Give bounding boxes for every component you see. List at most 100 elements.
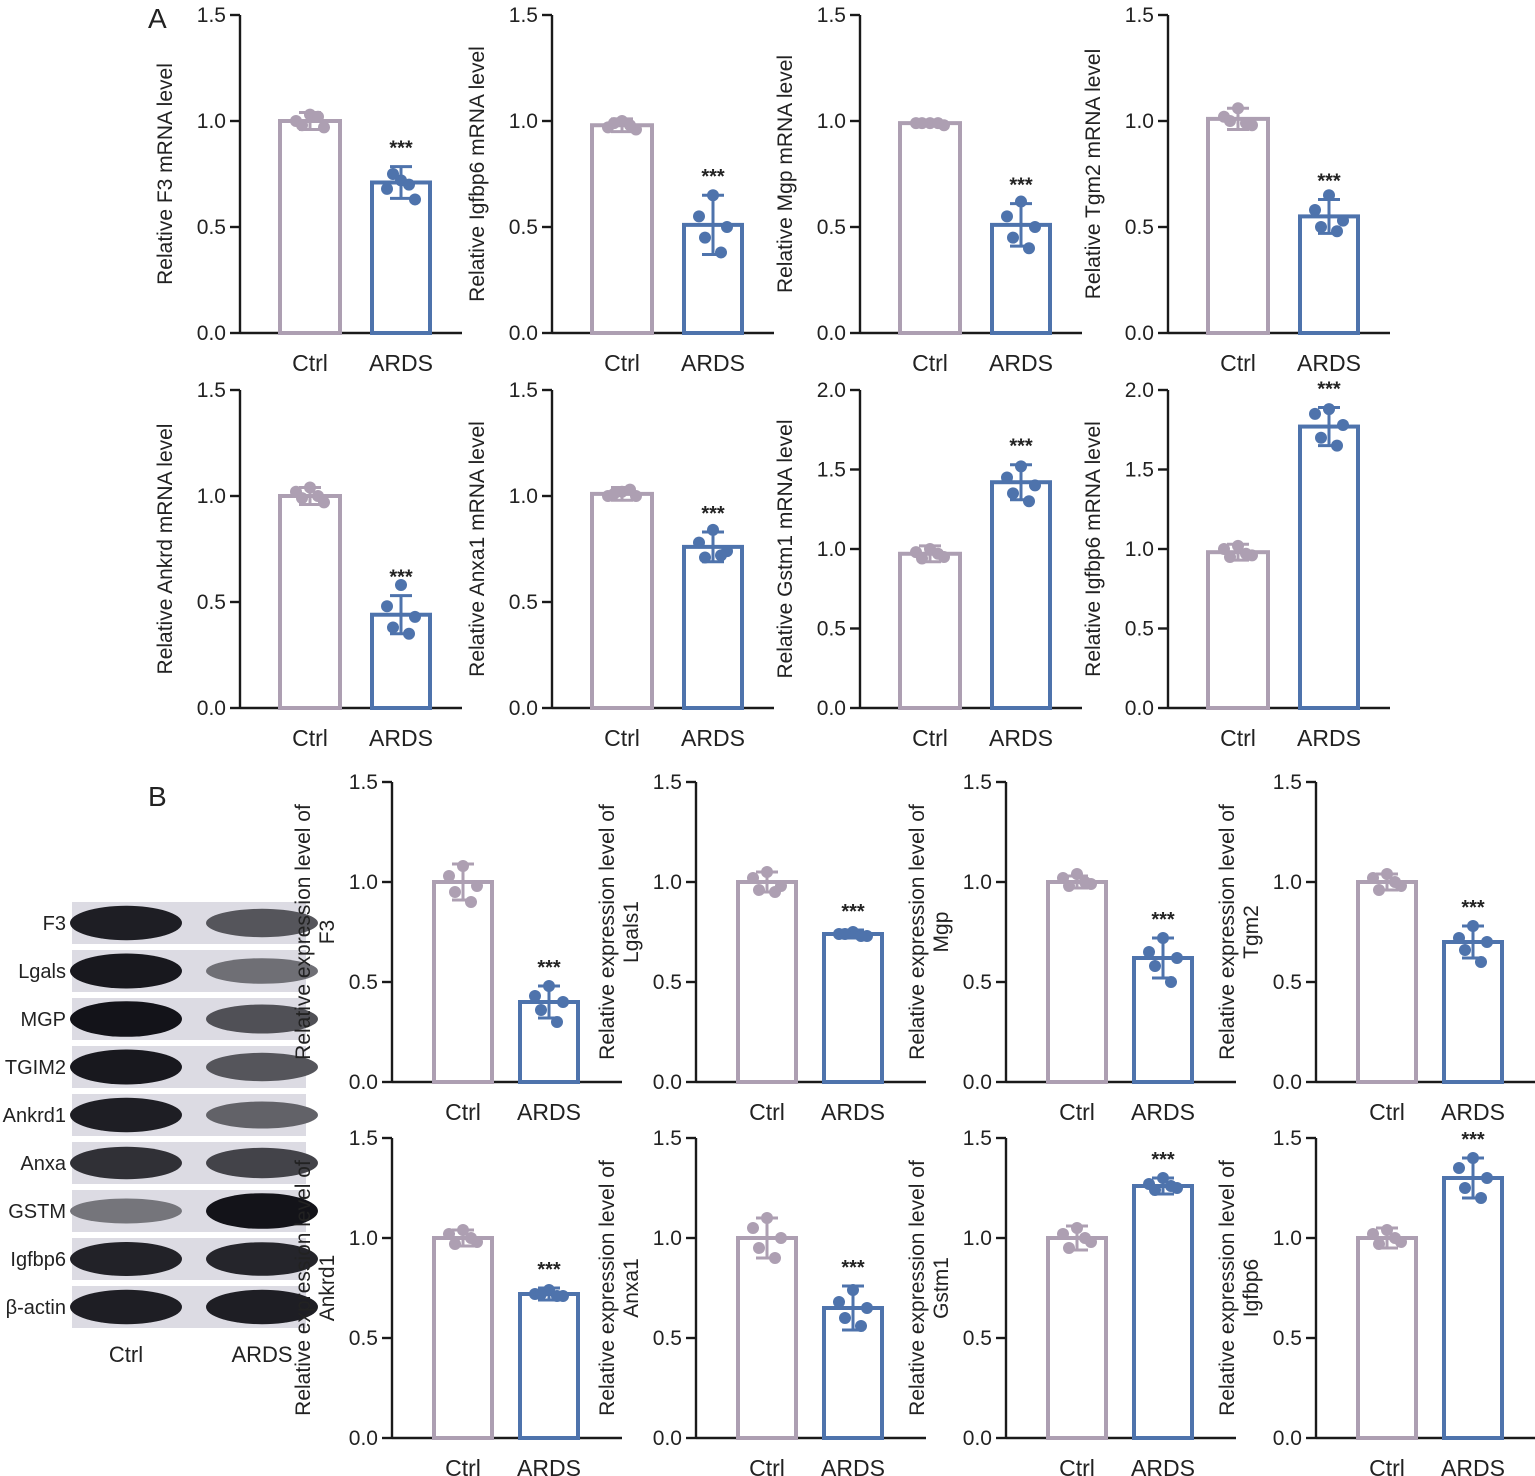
data-point (1232, 539, 1244, 552)
y-tick-label: 1.0 (349, 1227, 378, 1250)
y-tick-label: 0.0 (963, 1427, 992, 1450)
data-point (1475, 1192, 1487, 1204)
data-point (1389, 1232, 1401, 1244)
blot-band (70, 1001, 182, 1037)
data-point (465, 896, 477, 908)
y-tick-label: 1.0 (509, 110, 538, 133)
data-point (1373, 1238, 1385, 1250)
y-tick-label: 1.5 (653, 771, 682, 794)
data-point (916, 552, 928, 565)
data-point (381, 182, 393, 195)
bar-chart-13: 0.0 0.5 1.0 1.5 Relative expression level of… (292, 1127, 622, 1476)
data-point (624, 119, 636, 132)
y-tick-label: 0.0 (1125, 322, 1154, 345)
y-tick-label: 0.5 (1273, 1327, 1302, 1350)
data-point (1007, 231, 1019, 244)
significance-mark: *** (1317, 378, 1341, 400)
significance-mark: *** (1009, 175, 1033, 197)
bar-ctrl (432, 880, 494, 1084)
bar-ards (518, 1292, 580, 1440)
data-point (1240, 117, 1252, 130)
data-point (1224, 115, 1236, 127)
x-tick-label: Ctrl (445, 1099, 481, 1125)
data-point (318, 121, 330, 134)
data-point (1453, 932, 1465, 944)
significance-mark: *** (841, 901, 865, 923)
bar-ctrl (590, 491, 654, 710)
data-point (387, 621, 399, 634)
data-point (312, 490, 324, 502)
x-tick-label: ARDS (1131, 1099, 1195, 1125)
data-point (833, 1296, 845, 1308)
y-tick-label: 1.0 (1273, 871, 1302, 894)
blot-band (206, 1242, 318, 1276)
data-point (932, 117, 944, 130)
y-tick-label: 1.5 (1273, 1127, 1302, 1150)
data-point (1381, 1224, 1393, 1236)
y-axis-label: Anxa1 (620, 1258, 643, 1318)
bar-ctrl (1046, 880, 1108, 1084)
y-tick-label: 1.0 (509, 485, 538, 508)
data-point (1459, 1182, 1471, 1194)
y-tick-label: 1.5 (817, 4, 846, 27)
data-point (693, 536, 705, 549)
data-point (403, 627, 415, 640)
blot-band (206, 1052, 318, 1082)
y-tick-label: 0.0 (963, 1071, 992, 1094)
x-tick-label: Ctrl (604, 350, 640, 376)
significance-mark: *** (1151, 909, 1175, 931)
data-point (1373, 884, 1385, 896)
blot-band (206, 1193, 318, 1229)
x-tick-label: Ctrl (1220, 350, 1256, 376)
data-point (861, 1302, 873, 1314)
y-axis-label: Relative expression level of (292, 804, 315, 1060)
y-tick-label: 0.0 (349, 1071, 378, 1094)
blot-row-label: GSTM (8, 1201, 66, 1223)
y-axis-label: Tgm2 (1240, 905, 1263, 959)
data-point (304, 481, 316, 494)
data-point (1029, 221, 1041, 233)
y-tick-label: 0.0 (197, 697, 226, 720)
y-tick-label: 0.5 (349, 1327, 378, 1350)
data-point (1015, 460, 1027, 473)
data-point (312, 110, 324, 123)
y-tick-label: 1.0 (349, 871, 378, 894)
significance-mark: *** (1009, 436, 1033, 458)
y-tick-label: 1.5 (197, 4, 226, 27)
x-tick-label: ARDS (681, 350, 745, 376)
y-axis-label: Relative Gstm1 mRNA level (774, 419, 797, 678)
data-point (747, 872, 759, 884)
data-point (443, 1228, 455, 1240)
x-tick-label: Ctrl (912, 350, 948, 376)
y-tick-label: 1.5 (1125, 459, 1154, 482)
data-point (693, 210, 705, 223)
significance-mark: *** (1317, 170, 1341, 192)
y-tick-label: 0.5 (509, 591, 538, 614)
data-point (1232, 102, 1244, 115)
data-point (1459, 944, 1471, 956)
bar-chart-7: 0.0 0.5 1.0 1.5 2.0 Relative Gstm1 mRNA level… (774, 379, 1082, 751)
data-point (721, 221, 733, 233)
y-tick-label: 0.5 (963, 1327, 992, 1350)
data-point (753, 1242, 765, 1254)
blot-band (206, 908, 318, 938)
data-point (608, 487, 620, 500)
panel-label-b: B (148, 781, 167, 812)
data-point (1157, 1172, 1169, 1184)
y-tick-label: 1.5 (349, 771, 378, 794)
data-point (1165, 976, 1177, 988)
data-point (855, 930, 867, 942)
y-axis-label: Relative Anxa1 mRNA level (466, 421, 489, 677)
bar-chart-15: 0.0 0.5 1.0 1.5 Relative expression level of… (906, 1127, 1236, 1476)
y-tick-label: 0.5 (1273, 971, 1302, 994)
y-tick-label: 1.5 (817, 459, 846, 482)
x-tick-label: ARDS (1441, 1099, 1505, 1125)
data-point (529, 990, 541, 1002)
y-tick-label: 1.0 (963, 871, 992, 894)
x-tick-label: Ctrl (1059, 1099, 1095, 1125)
data-point (769, 886, 781, 898)
y-tick-label: 1.5 (1125, 4, 1154, 27)
significance-mark: *** (1151, 1149, 1175, 1171)
x-tick-label: Ctrl (292, 725, 328, 751)
